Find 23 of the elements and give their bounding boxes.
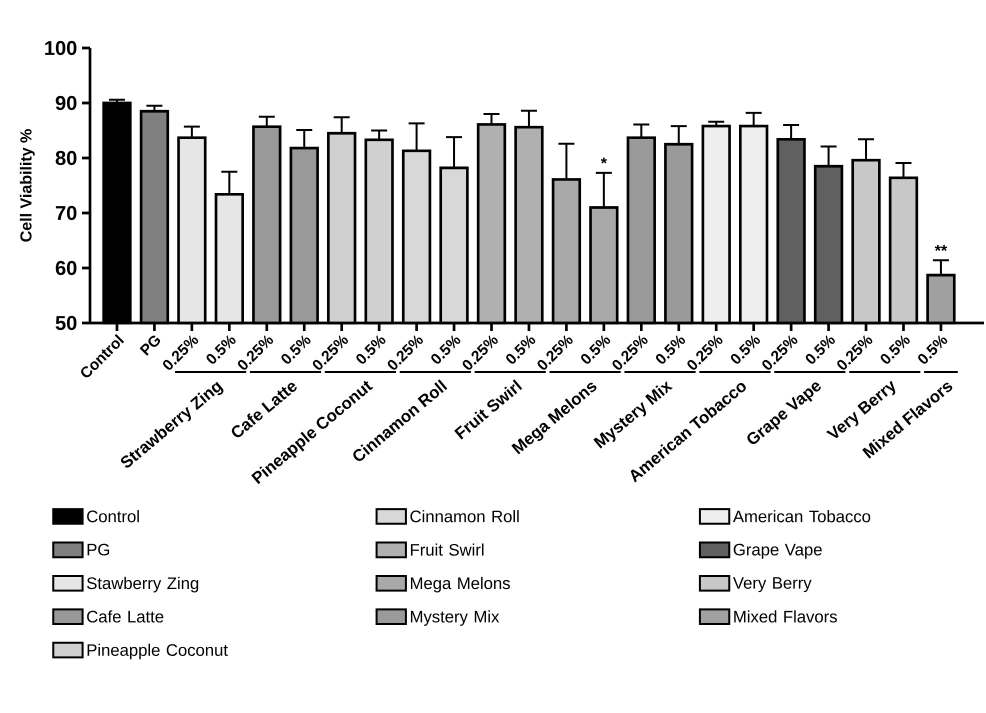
- legend-label: Cafe Latte: [87, 610, 164, 623]
- y-tick-label: 70: [56, 206, 76, 220]
- legend-label: Fruit Swirl: [410, 543, 484, 556]
- legend-label: Very Berry: [732, 577, 812, 592]
- legend-label: Grape Vape: [734, 544, 822, 559]
- legend-label: American Tobacco: [732, 510, 870, 522]
- legend-label: Stawberry Zing: [87, 576, 198, 592]
- y-tick-label: 90: [56, 96, 76, 110]
- y-axis-title: Cell Viability %: [20, 129, 35, 242]
- y-tick-label: 80: [56, 150, 76, 166]
- legend-label: Mystery Mix: [410, 610, 500, 626]
- y-tick-label: 100: [45, 40, 76, 56]
- legend-label: Mixed Flavors: [734, 610, 837, 623]
- y-tick-label: 60: [56, 260, 76, 276]
- legend-label: Cinnamon Roll: [410, 510, 519, 522]
- legend-label: Mega Melons: [410, 576, 510, 592]
- y-tick-label: 50: [56, 316, 76, 330]
- data-label: **: [934, 245, 948, 251]
- x-tick-label: PG: [140, 336, 160, 356]
- legend-label: PG: [88, 544, 110, 556]
- legend-label: Pineapple Coconut: [88, 644, 228, 660]
- legend-label: Control: [87, 510, 139, 522]
- data-label: *: [600, 158, 607, 164]
